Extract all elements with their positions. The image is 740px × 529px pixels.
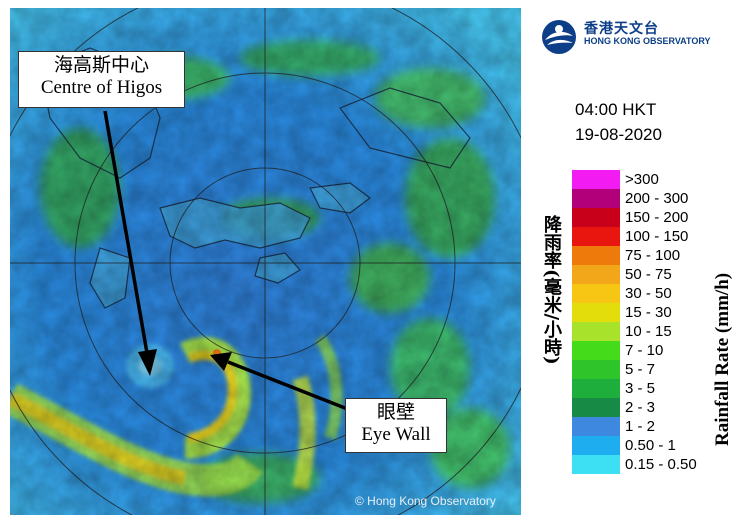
legend-swatch	[572, 322, 620, 341]
org-name-en: HONG KONG OBSERVATORY	[584, 36, 711, 46]
legend-swatch	[572, 265, 620, 284]
callout-eye-wall: 眼壁 Eye Wall	[345, 398, 447, 453]
legend-range-label: 5 - 7	[625, 361, 656, 378]
legend-swatch	[572, 303, 620, 322]
legend-swatch	[572, 170, 620, 189]
legend-unit-zh: 降雨率(毫米/小時)	[541, 215, 562, 365]
date-label: 19-08-2020	[575, 125, 662, 144]
legend-range-label: 1 - 2	[625, 418, 656, 435]
callout-eye-en: Eye Wall	[361, 423, 431, 445]
time-label: 04:00 HKT	[575, 100, 657, 119]
callout-centre-of-higos: 海高斯中心 Centre of Higos	[18, 51, 185, 108]
legend-range-label: >300	[625, 171, 659, 188]
legend-swatch	[572, 360, 620, 379]
legend-range-label: 30 - 50	[625, 285, 672, 302]
copyright-text: © Hong Kong Observatory	[355, 494, 496, 508]
legend-swatch	[572, 227, 620, 246]
legend-range-label: 0.50 - 1	[625, 437, 676, 454]
callout-centre-zh: 海高斯中心	[53, 55, 149, 76]
legend-range-label: 0.15 - 0.50	[625, 456, 697, 473]
legend-swatch	[572, 246, 620, 265]
legend-range-label: 50 - 75	[625, 266, 672, 283]
legend-unit-en: Rainfall Rate (mm/h)	[712, 272, 733, 446]
legend-range-label: 75 - 100	[625, 247, 681, 264]
legend-swatch	[572, 417, 620, 436]
legend-range-label: 15 - 30	[625, 304, 672, 321]
legend-swatch	[572, 189, 620, 208]
legend-range-label: 3 - 5	[625, 380, 656, 397]
arrow-to-eye-wall	[210, 352, 351, 412]
legend-swatch	[572, 341, 620, 360]
legend-swatch	[572, 208, 620, 227]
callout-centre-en: Centre of Higos	[40, 76, 163, 98]
legend-range-label: 2 - 3	[625, 399, 656, 416]
legend-range-label: 7 - 10	[625, 342, 664, 359]
org-name-zh: 香港天文台	[584, 20, 659, 36]
legend-range-label: 100 - 150	[625, 228, 689, 245]
legend-range-label: 200 - 300	[625, 190, 689, 207]
hko-logo-icon	[542, 20, 576, 54]
legend-swatch	[572, 436, 620, 455]
legend-swatch	[572, 379, 620, 398]
legend-range-label: 150 - 200	[625, 209, 689, 226]
legend-range-label: 10 - 15	[625, 323, 672, 340]
legend-swatch	[572, 398, 620, 417]
legend-swatch	[572, 284, 620, 303]
legend-swatch	[572, 455, 620, 474]
arrow-to-centre	[103, 110, 157, 376]
callout-eye-zh: 眼壁	[376, 402, 415, 423]
